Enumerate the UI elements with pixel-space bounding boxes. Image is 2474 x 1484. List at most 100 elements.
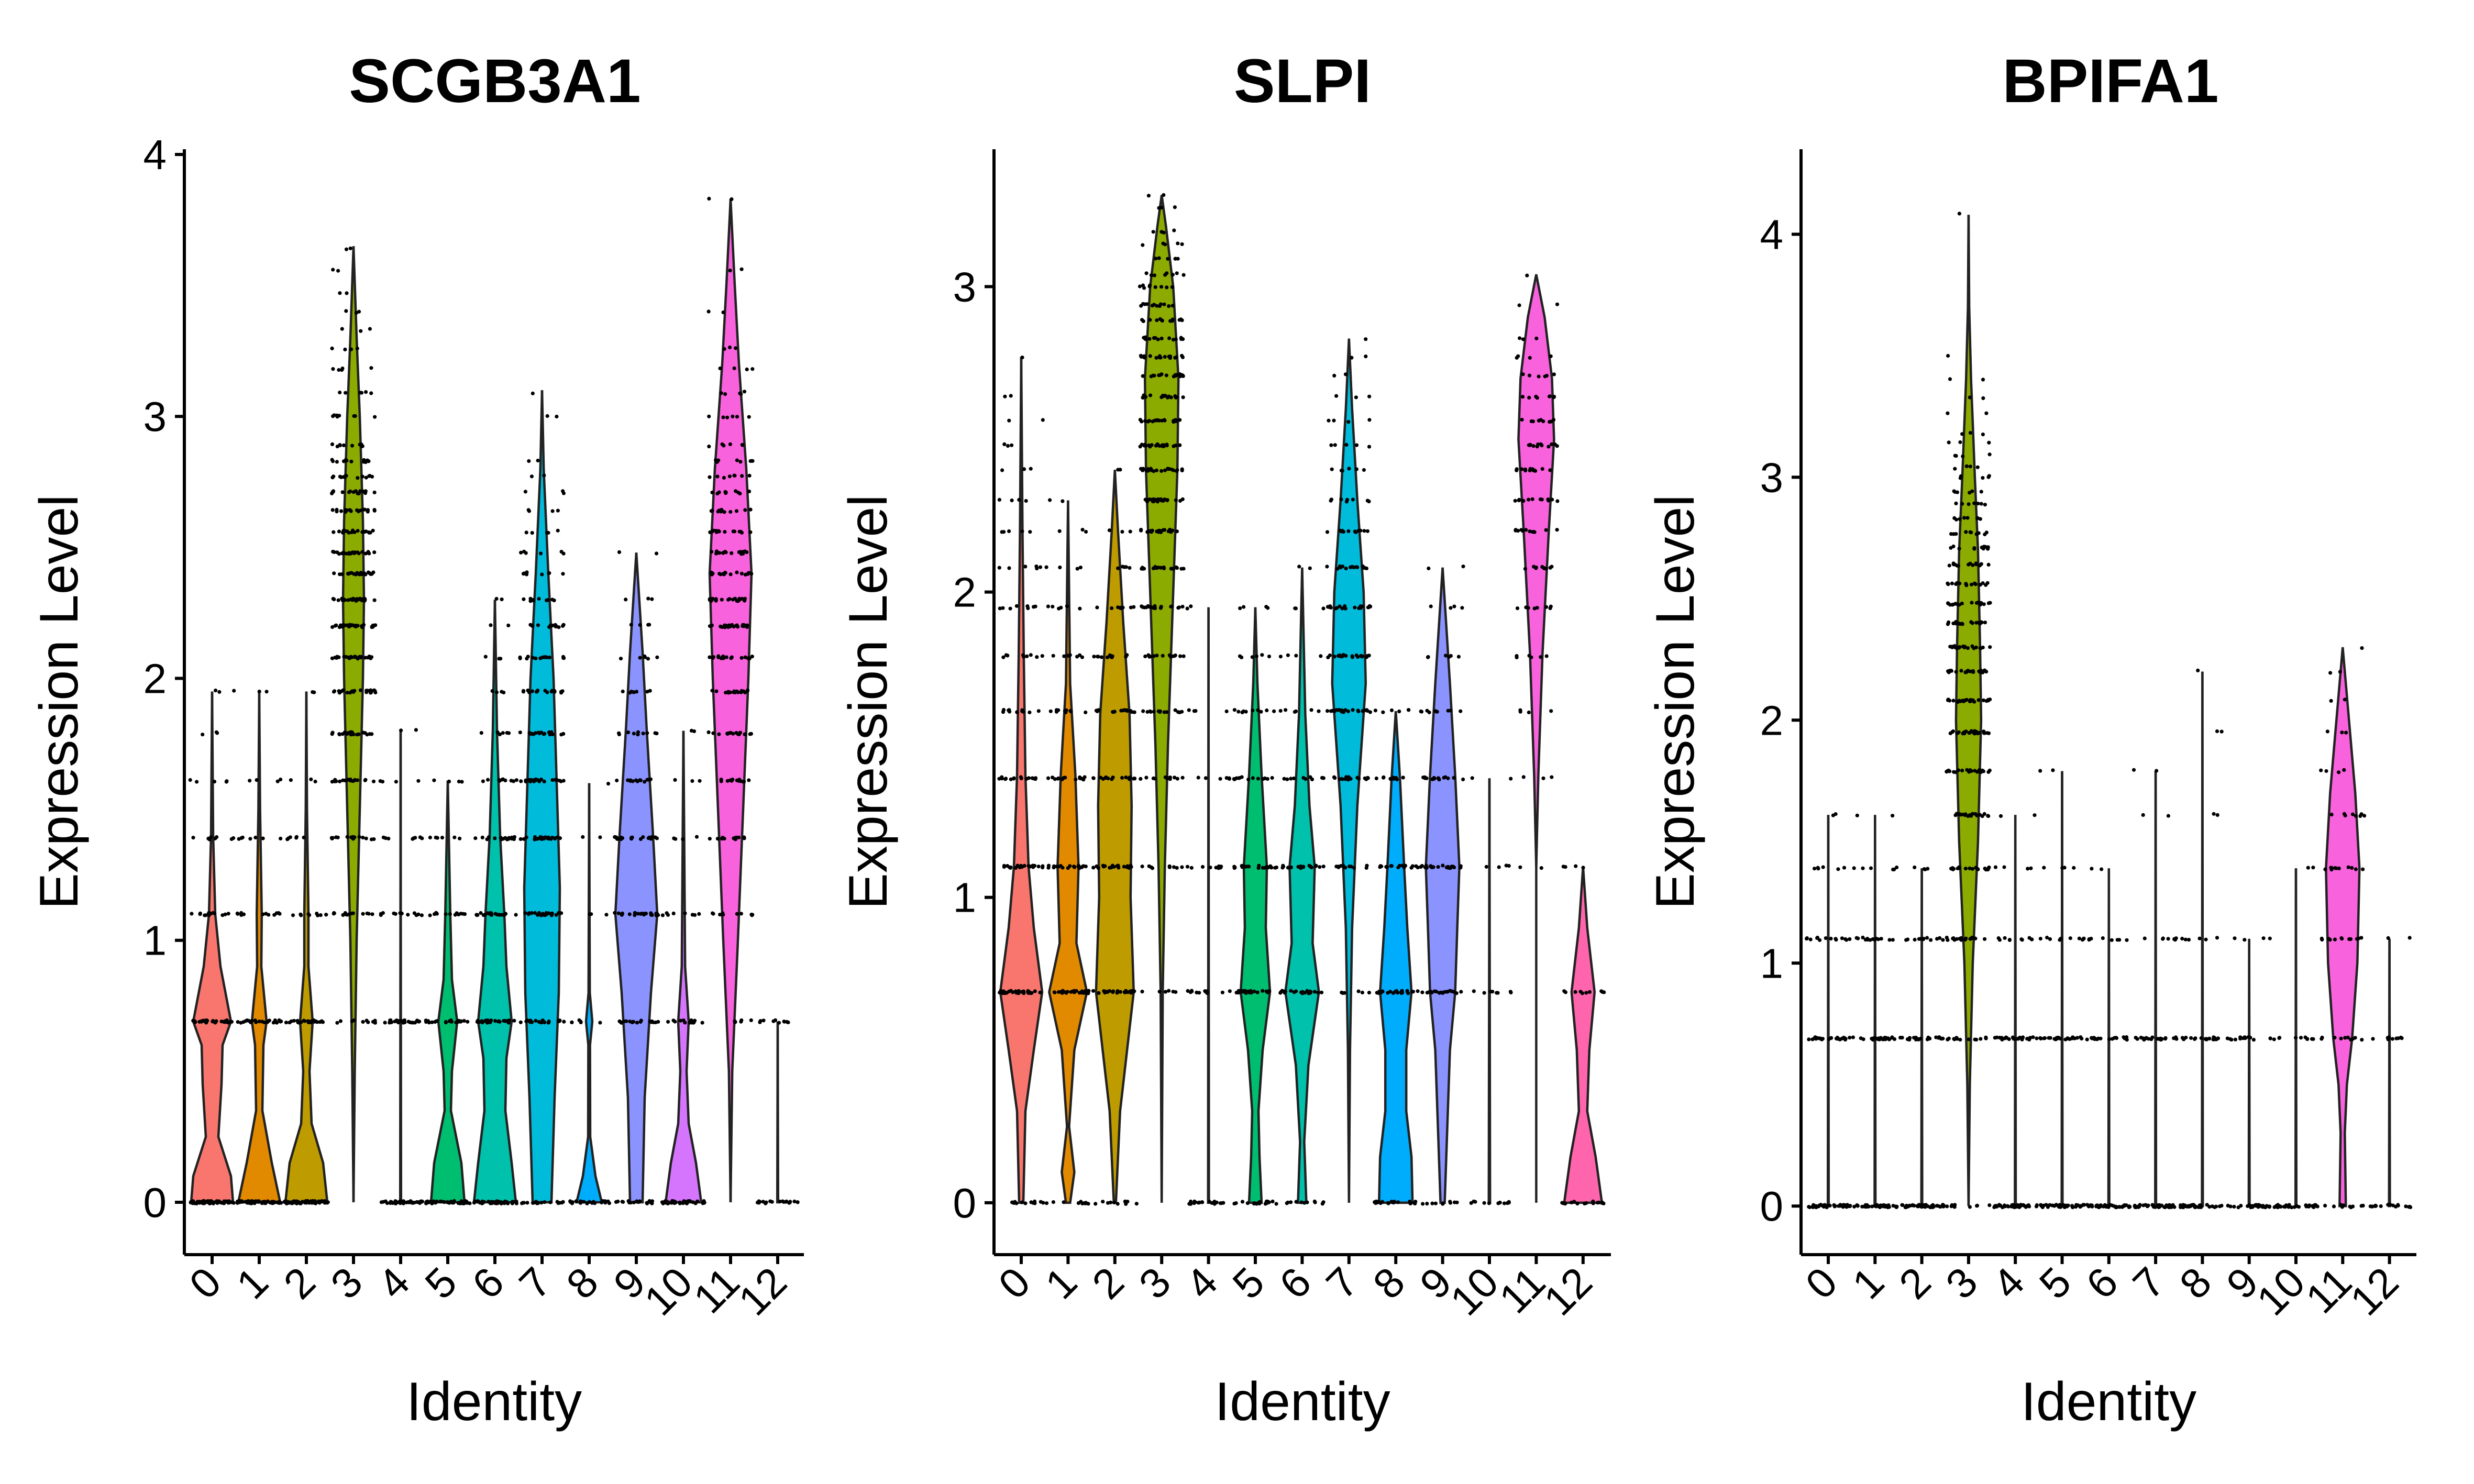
data-point [1007, 566, 1011, 570]
data-point [1083, 775, 1087, 779]
data-point [616, 911, 621, 915]
data-point [2361, 867, 2365, 871]
data-point [1352, 565, 1356, 569]
data-point [697, 912, 701, 916]
data-point [1938, 936, 1942, 940]
data-point [711, 656, 715, 660]
data-point [2042, 866, 2046, 870]
data-point [1954, 620, 1958, 624]
data-point [1972, 935, 1976, 939]
x-tick-label: 7 [1317, 1258, 1366, 1308]
data-point [1030, 991, 1034, 995]
violin-body [708, 198, 753, 1203]
data-point [1810, 1037, 1815, 1042]
data-point [2081, 937, 2085, 941]
data-point [636, 912, 640, 916]
data-point [2400, 1036, 2404, 1040]
data-point [1141, 374, 1145, 378]
data-point [1148, 393, 1153, 397]
data-point [1509, 777, 1513, 781]
data-point [279, 1019, 283, 1024]
data-point [1890, 1036, 1894, 1040]
data-point [361, 835, 365, 840]
x-axis-label: Identity [406, 1371, 582, 1432]
data-point [1960, 768, 1964, 773]
data-point [352, 689, 357, 693]
data-point [1180, 318, 1184, 323]
violin-body [2154, 771, 2158, 1208]
data-point [260, 1020, 264, 1024]
data-point [272, 913, 277, 917]
data-point [519, 779, 523, 783]
data-point [1366, 776, 1370, 780]
data-point [1173, 708, 1177, 712]
data-point [311, 1199, 315, 1203]
data-point [1482, 991, 1486, 995]
data-point [558, 1201, 562, 1205]
data-point [372, 550, 377, 555]
data-point [1062, 1200, 1066, 1204]
data-point [1958, 645, 1962, 649]
data-point [1861, 866, 1865, 870]
data-point [1947, 769, 1951, 773]
data-point [1843, 937, 1848, 941]
data-point [295, 1018, 300, 1023]
violin-body [1207, 607, 1210, 1204]
data-point [1012, 777, 1016, 781]
data-point [719, 507, 724, 512]
data-point [1840, 936, 1844, 940]
violin-body [1048, 500, 1088, 1204]
data-point [2290, 1205, 2294, 1210]
data-point [1948, 699, 1952, 703]
data-point [1140, 990, 1144, 994]
data-point [361, 912, 365, 916]
data-point [1159, 285, 1164, 289]
data-point [318, 1200, 322, 1204]
data-point [337, 732, 341, 736]
data-point [344, 510, 348, 514]
data-point [750, 655, 754, 659]
data-point [1389, 777, 1393, 781]
data-point [1166, 467, 1170, 471]
data-point [1967, 562, 1971, 567]
data-point [620, 1200, 624, 1204]
data-point [1154, 356, 1158, 360]
data-point [1482, 1201, 1486, 1205]
data-point [2068, 936, 2072, 940]
data-point [615, 778, 619, 783]
data-point [2362, 814, 2367, 818]
data-point [2390, 1037, 2394, 1041]
data-point [1982, 729, 1986, 734]
data-point [380, 780, 385, 784]
data-point [1352, 866, 1356, 870]
data-point [1155, 654, 1159, 658]
data-point [2155, 769, 2159, 773]
data-point [2081, 1203, 2085, 1207]
data-point [481, 779, 485, 783]
data-point [1020, 356, 1024, 360]
data-point [1551, 418, 1556, 422]
data-point [736, 625, 740, 629]
data-point [738, 391, 742, 395]
data-point [1332, 418, 1336, 423]
data-point [2003, 936, 2007, 940]
data-point [350, 1019, 354, 1023]
data-point [356, 529, 360, 533]
y-tick-label: 3 [143, 393, 167, 440]
data-point [369, 655, 374, 659]
data-point [426, 1019, 430, 1023]
data-point [1167, 304, 1171, 308]
data-point [708, 837, 712, 841]
data-point [512, 835, 517, 839]
data-point [1982, 602, 1986, 606]
data-point [1015, 710, 1019, 714]
data-point [343, 529, 347, 533]
data-point [2254, 1203, 2258, 1208]
data-point [698, 779, 702, 783]
data-point [1353, 605, 1357, 610]
y-tick-label: 3 [953, 263, 977, 310]
data-point [1010, 1200, 1014, 1204]
data-point [369, 837, 374, 841]
data-point [489, 623, 493, 627]
data-point [1954, 1036, 1959, 1040]
